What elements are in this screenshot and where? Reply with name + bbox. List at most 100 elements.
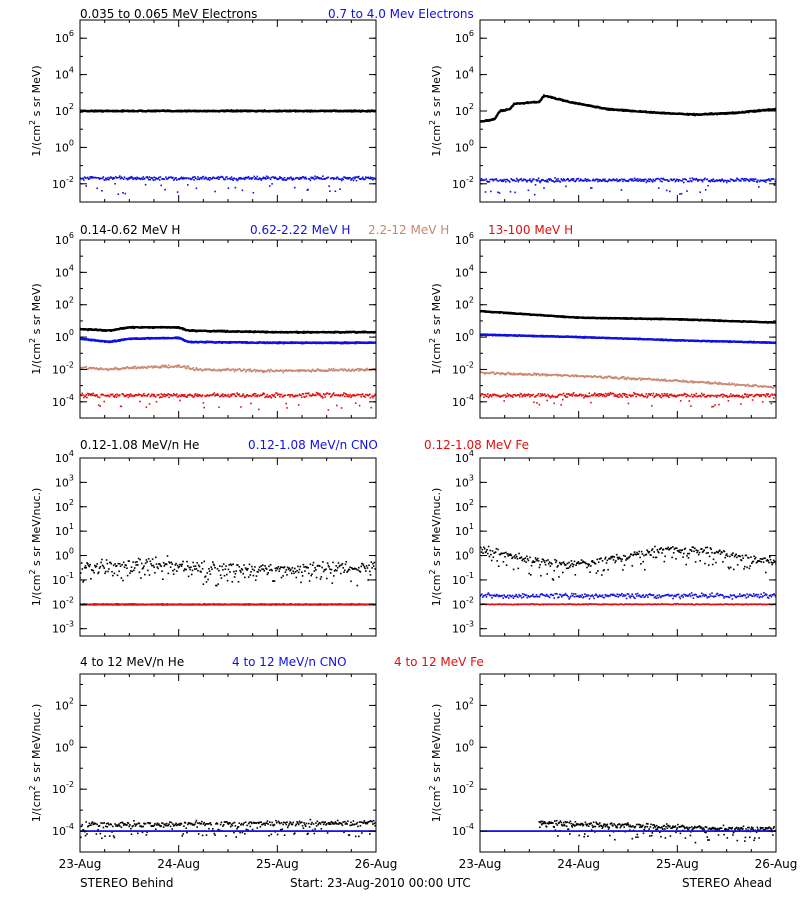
point-tan-147 bbox=[194, 369, 196, 372]
point-red-317 bbox=[326, 392, 329, 395]
point-blue-227 bbox=[256, 175, 259, 178]
point-blue-118 bbox=[571, 178, 573, 180]
point-red-212 bbox=[244, 396, 247, 398]
point-blue-291 bbox=[706, 178, 709, 181]
point-red-314 bbox=[324, 396, 326, 398]
point-blue-215 bbox=[647, 180, 649, 182]
point-red-226 bbox=[255, 394, 258, 397]
point-red-306 bbox=[318, 394, 320, 396]
point-blue-237 bbox=[264, 177, 266, 179]
point-tan-331 bbox=[337, 369, 340, 372]
point-blue-109 bbox=[564, 180, 566, 182]
point-blue-225 bbox=[254, 177, 257, 179]
point-red-31 bbox=[103, 400, 105, 403]
point-tan-69 bbox=[133, 367, 135, 370]
point-blue-129 bbox=[179, 177, 182, 179]
point-blue-270 bbox=[690, 179, 692, 182]
legend-protons-1: 0.62-2.22 MeV H bbox=[250, 223, 350, 237]
point-red-114 bbox=[168, 396, 170, 399]
point-red-200 bbox=[235, 395, 237, 397]
point-red-158 bbox=[202, 402, 205, 404]
point-blue-223 bbox=[253, 175, 255, 178]
point-red-252 bbox=[276, 392, 278, 394]
point-blue-149 bbox=[595, 178, 598, 180]
point-red-142 bbox=[190, 394, 192, 396]
point-black-79 bbox=[512, 103, 515, 106]
point-blue-186 bbox=[224, 178, 227, 181]
point-tan-314 bbox=[324, 370, 326, 373]
y-axis-label: 1/(cm2 s sr MeV) bbox=[428, 65, 443, 156]
point-blue-101 bbox=[558, 180, 560, 182]
point-tan-108 bbox=[163, 365, 166, 367]
point-red-262 bbox=[283, 394, 286, 396]
point-red-248 bbox=[272, 395, 275, 397]
point-blue-268 bbox=[288, 178, 291, 180]
point-blue-222 bbox=[252, 191, 255, 194]
point-blue-175 bbox=[615, 178, 618, 180]
point-tan-359 bbox=[359, 369, 362, 372]
point-blue-295 bbox=[309, 179, 312, 182]
point-red-38 bbox=[108, 395, 111, 398]
point-blue-306 bbox=[318, 177, 320, 179]
point-blue-342 bbox=[346, 177, 348, 180]
point-blue-261 bbox=[283, 179, 285, 181]
point-red-169 bbox=[211, 394, 213, 397]
data-points bbox=[80, 325, 376, 411]
point-tan-281 bbox=[298, 369, 301, 371]
point-red-359 bbox=[359, 393, 362, 396]
point-red-112 bbox=[166, 394, 169, 396]
point-red-250 bbox=[274, 396, 277, 398]
point-blue-319 bbox=[328, 185, 330, 187]
point-tan-287 bbox=[303, 370, 305, 372]
point-tan-151 bbox=[197, 369, 199, 372]
point-blue-316 bbox=[726, 181, 728, 184]
point-blue-351 bbox=[353, 176, 355, 179]
point-blue-217 bbox=[648, 180, 651, 183]
point-blue-81 bbox=[542, 179, 545, 181]
point-blue-56 bbox=[122, 178, 125, 180]
point-blue-120 bbox=[172, 179, 175, 181]
point-red-46 bbox=[115, 393, 117, 396]
point-blue-303 bbox=[715, 179, 718, 181]
point-red-21 bbox=[95, 394, 98, 396]
point-blue-233 bbox=[661, 180, 663, 183]
point-blue-87 bbox=[547, 181, 549, 183]
point-blue-109 bbox=[164, 188, 166, 191]
point-blue-232 bbox=[260, 179, 262, 181]
y-tick-label-2: 102 bbox=[455, 102, 474, 118]
point-blue-108 bbox=[563, 179, 566, 181]
point-tan-313 bbox=[323, 369, 326, 372]
point-blue-94 bbox=[152, 179, 155, 182]
point-blue-67 bbox=[131, 176, 134, 179]
point-blue-377 bbox=[773, 184, 776, 186]
point-red-84 bbox=[144, 394, 147, 397]
point-red-193 bbox=[229, 394, 232, 396]
point-blue-208 bbox=[241, 189, 244, 192]
point-tan-45 bbox=[114, 366, 116, 369]
point-blue-354 bbox=[355, 179, 358, 182]
point-red-7 bbox=[84, 395, 87, 398]
point-black-683 bbox=[768, 108, 771, 111]
point-blue-33 bbox=[105, 177, 107, 179]
point-blue-199 bbox=[634, 179, 637, 182]
point-red-23 bbox=[97, 396, 99, 398]
point-blue-162 bbox=[205, 177, 208, 179]
point-red-201 bbox=[236, 392, 238, 394]
y-axis-label: 1/(cm2 s sr MeV) bbox=[28, 65, 43, 156]
point-tan-356 bbox=[357, 368, 359, 370]
point-red-146 bbox=[193, 396, 195, 398]
y-tick-label-0: 106 bbox=[55, 29, 74, 45]
point-tan-125 bbox=[176, 364, 179, 367]
point-blue-292 bbox=[307, 188, 309, 191]
point-tan-105 bbox=[161, 364, 163, 367]
point-blue-289 bbox=[704, 189, 707, 191]
point-red-342 bbox=[346, 395, 348, 398]
point-tan-98 bbox=[155, 365, 158, 367]
point-red-14 bbox=[90, 394, 92, 397]
point-blue-65 bbox=[530, 180, 532, 182]
point-tan-308 bbox=[319, 370, 322, 372]
point-blue-155 bbox=[200, 177, 202, 179]
point-tan-246 bbox=[271, 370, 273, 372]
point-red-272 bbox=[291, 394, 294, 396]
point-red-371 bbox=[369, 393, 371, 395]
